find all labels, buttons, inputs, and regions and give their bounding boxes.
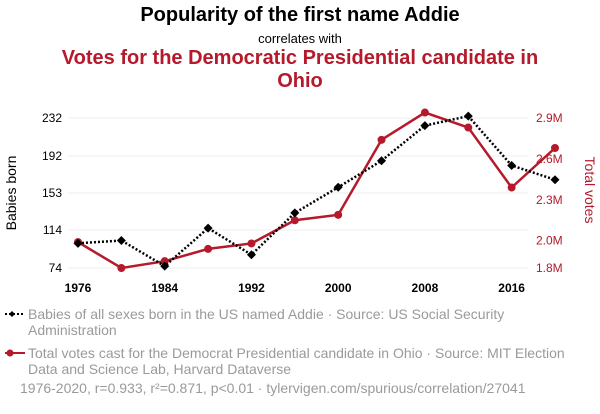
y2-tick-label: 2.6M [536,152,563,166]
series1-point [377,156,387,166]
y2-tick-label: 2.0M [536,234,563,248]
series2-point [204,244,213,253]
series1-point [73,238,83,248]
series2-line [77,111,556,270]
legend-label-series1: Babies of all sexes born in the US named… [28,306,505,338]
series-group [73,108,560,272]
chart-title-2: Votes for the Democratic Presidential ca… [61,47,539,92]
series1-point [420,121,430,131]
x-tick-label: 1976 [65,281,92,295]
footer-stats: 1976-2020, r=0.933, r²=0.871, p<0.01 · t… [20,380,526,396]
series2-point [247,239,256,248]
series1-point [290,208,300,218]
x-tick-label: 2016 [498,281,525,295]
series2-point [507,183,516,192]
y-tick-label: 114 [43,223,62,237]
x-tick-label: 2008 [412,281,439,295]
series1-point [463,111,473,121]
series2-point [420,108,429,117]
series2-point [551,144,559,152]
x-tick-label: 2000 [325,281,352,295]
series2-point [334,210,343,219]
y-tick-label: 232 [42,111,62,125]
series1-point [507,160,517,170]
y-axis-label: Babies born [3,156,19,231]
chart-subtitle: correlates with [258,31,342,46]
legend-item-series2: Total votes cast for the Democrat Presid… [4,345,594,377]
x-tick-label: 1992 [238,281,265,295]
series2-point [290,216,299,225]
y-axis-ticks: 74 114 153 192 232 [42,111,62,275]
series1-point [160,261,170,271]
x-axis-ticks: 1976 1984 1992 2000 2008 2016 [65,281,526,295]
y-tick-label: 192 [42,149,62,163]
series1-point [333,182,343,192]
legend-marker-series1 [5,311,25,317]
chart-title: Popularity of the first name Addie [140,4,460,26]
x-tick-label: 1984 [151,281,178,295]
y-tick-label: 74 [49,261,63,275]
series2-point [464,123,473,132]
legend-item-series1: Babies of all sexes born in the US named… [4,306,594,338]
chart-svg: 74 114 153 192 232 1.8M 2.0M 2.3M 2.6M 2.9M 1976… [3,108,598,295]
y-tick-label: 153 [42,186,62,200]
series2-point [377,135,386,144]
series1-point [116,235,126,245]
y2-tick-label: 2.3M [536,193,563,207]
legend-marker-series2 [5,349,25,357]
y2-axis-label: Total votes [582,157,598,224]
series1-point [203,223,213,233]
series1-line [77,114,556,268]
series2-point [117,264,126,272]
series1-point [246,250,256,260]
legend-label-series2: Total votes cast for the Democrat Presid… [28,345,565,377]
y2-axis-ticks: 1.8M 2.0M 2.3M 2.6M 2.9M [536,111,563,275]
y2-tick-label: 1.8M [536,261,563,275]
grid [68,117,528,269]
y2-tick-label: 2.9M [536,111,563,125]
series1-point [550,175,560,185]
